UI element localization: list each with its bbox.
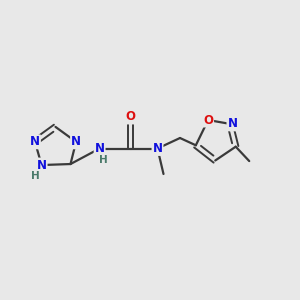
Text: N: N — [227, 117, 238, 130]
Text: N: N — [71, 135, 81, 148]
Text: O: O — [203, 113, 213, 127]
Text: H: H — [99, 155, 108, 165]
Text: N: N — [37, 158, 46, 172]
Text: N: N — [152, 142, 163, 155]
Text: N: N — [30, 135, 40, 148]
Text: N: N — [94, 142, 105, 155]
Text: O: O — [125, 110, 136, 124]
Text: H: H — [31, 171, 39, 182]
